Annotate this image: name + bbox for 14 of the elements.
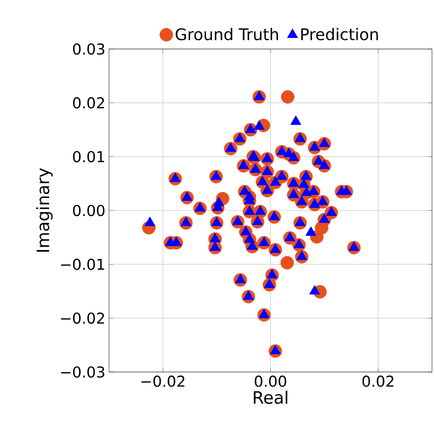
- x-axis-title: Real: [254, 390, 288, 404]
- y-tick-label: −0.02: [61, 312, 104, 324]
- x-tick-label: −0.02: [141, 376, 184, 387]
- y-tick-label: 0.01: [73, 150, 104, 162]
- x-tick-label: 0.00: [254, 376, 286, 387]
- x-tick-label: 0.02: [362, 376, 394, 387]
- y-tick-label: 0.03: [73, 43, 104, 55]
- legend-label: Ground Truth: [176, 28, 278, 40]
- y-tick-label: −0.03: [61, 366, 104, 378]
- y-tick-label: 0.00: [73, 204, 104, 216]
- legend-label: Prediction: [301, 28, 378, 40]
- y-tick-label: −0.01: [61, 258, 104, 270]
- y-tick-label: 0.02: [73, 97, 104, 109]
- y-axis-title: Imaginary: [36, 168, 53, 252]
